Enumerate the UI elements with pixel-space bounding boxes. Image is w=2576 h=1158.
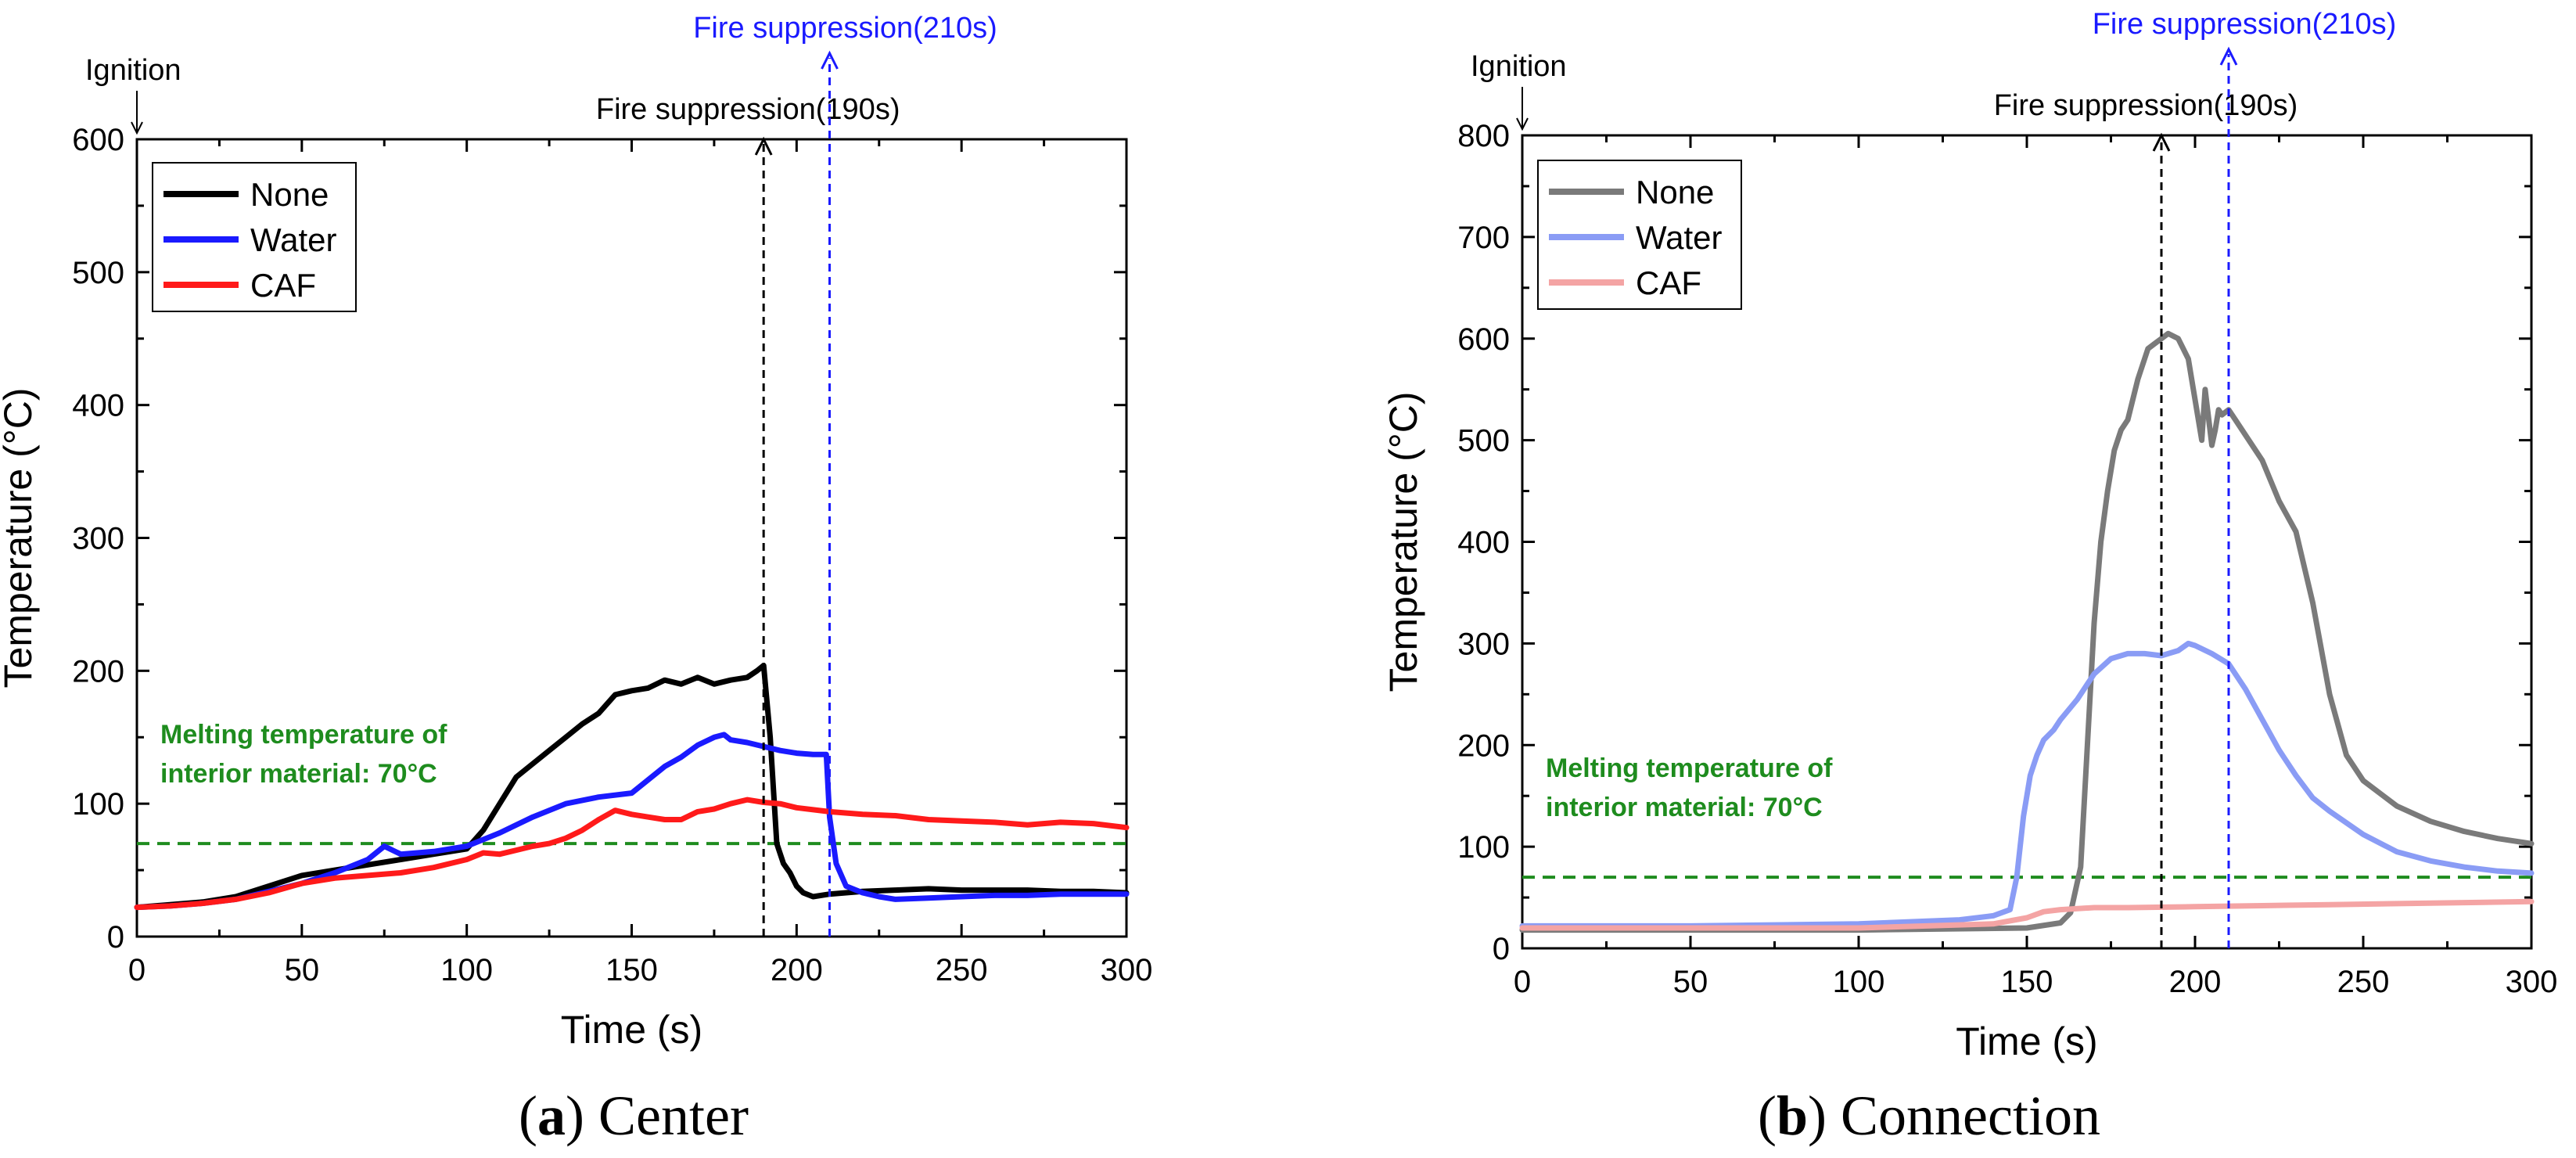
- x-tick-label: 100: [1833, 965, 1885, 999]
- y-axis-label: Temperature (°C): [0, 388, 40, 689]
- y-tick-label: 300: [1457, 627, 1510, 661]
- y-tick-label: 100: [1457, 830, 1510, 865]
- suppression-label-210: Fire suppression(210s): [693, 12, 997, 45]
- caption-connection: (b) Connection: [1758, 1084, 2100, 1147]
- x-tick-label: 150: [2001, 965, 2053, 999]
- x-tick-label: 300: [1101, 953, 1153, 987]
- x-axis-label: Time (s): [1956, 1020, 2097, 1063]
- melting-label-line1: Melting temperature of: [1546, 753, 1833, 783]
- legend-label-none: None: [1636, 174, 1714, 210]
- series-line-water: [1519, 640, 2535, 929]
- series-line-none: [1519, 330, 2535, 933]
- ignition-label: Ignition: [85, 54, 181, 87]
- y-tick-label: 300: [72, 522, 124, 556]
- x-tick-label: 200: [2169, 965, 2222, 999]
- x-tick-label: 50: [1673, 965, 1708, 999]
- legend-label-water: Water: [250, 221, 336, 258]
- plot-group-b: 0 50 100 150 200 250 300 0 100 200 300 400 500 600 700…: [1381, 8, 2557, 1063]
- x-tick-label: 150: [605, 953, 658, 987]
- x-tick-label: 250: [936, 953, 988, 987]
- ignition-arrow-head: [1516, 117, 1529, 131]
- y-tick-label: 0: [1493, 932, 1510, 966]
- suppression-arrow-210: [2219, 46, 2238, 66]
- plot-group-a: 0 50 100 150 200 250 300 0 100 200 300 400 500 600 Tim…: [0, 12, 1152, 1052]
- y-tick-label: 600: [72, 123, 124, 157]
- x-tick-label: 50: [285, 953, 320, 987]
- y-tick-label: 200: [1457, 728, 1510, 763]
- series-line-water: [134, 732, 1130, 911]
- legend-label-none: None: [250, 176, 329, 213]
- ignition-label: Ignition: [1471, 50, 1567, 83]
- y-tick-label: 600: [1457, 322, 1510, 357]
- legend-label-caf: CAF: [250, 267, 316, 304]
- y-tick-label: 400: [72, 389, 124, 423]
- y-tick-label: 400: [1457, 526, 1510, 560]
- x-tick-label: 250: [2337, 965, 2390, 999]
- series-line-none: [134, 663, 1130, 911]
- y-axis-label: Temperature (°C): [1381, 392, 1425, 692]
- melting-label-line1: Melting temperature of: [160, 720, 447, 750]
- chart-center: (a) Center 0 50 100 150 200 250 300 0 100 200 300 4…: [0, 12, 1152, 1147]
- y-tick-label: 500: [1457, 424, 1510, 459]
- ignition-arrow-head: [131, 121, 143, 135]
- melting-label-line2: interior material: 70°C: [160, 759, 437, 789]
- panel-a: (a) Center 0 50 100 150 200 250 300 0 100 200 300 4…: [0, 0, 1267, 1158]
- x-tick-label: 100: [440, 953, 493, 987]
- y-tick-label: 700: [1457, 221, 1510, 255]
- panel-b: (b) Connection 0 50 100 150 200 250 300 0 100 200…: [1283, 0, 2576, 1158]
- chart-connection: (b) Connection 0 50 100 150 200 250 300 0 100 200…: [1381, 8, 2557, 1147]
- x-axis-label: Time (s): [561, 1008, 702, 1052]
- y-tick-label: 200: [72, 654, 124, 689]
- x-tick-label: 200: [771, 953, 823, 987]
- y-tick-label: 500: [72, 256, 124, 290]
- suppression-label-210: Fire suppression(210s): [2093, 8, 2397, 41]
- x-tick-label: 0: [1514, 965, 1531, 999]
- suppression-label-190: Fire suppression(190s): [596, 93, 900, 126]
- y-tick-label: 100: [72, 787, 124, 822]
- y-tick-label: 800: [1457, 119, 1510, 153]
- y-tick-label: 0: [107, 920, 124, 955]
- legend-label-caf: CAF: [1636, 264, 1701, 301]
- caption-center: (a) Center: [519, 1084, 749, 1147]
- melting-label-line2: interior material: 70°C: [1546, 793, 1823, 822]
- legend-label-water: Water: [1636, 219, 1722, 256]
- suppression-arrow-190: [754, 136, 773, 156]
- suppression-arrow-210: [821, 50, 839, 70]
- series-line-caf: [1519, 898, 2535, 931]
- x-tick-label: 300: [2506, 965, 2558, 999]
- suppression-arrow-190: [2152, 132, 2171, 152]
- suppression-label-190: Fire suppression(190s): [1994, 89, 2298, 122]
- series-line-caf: [134, 797, 1130, 911]
- x-tick-label: 0: [128, 953, 146, 987]
